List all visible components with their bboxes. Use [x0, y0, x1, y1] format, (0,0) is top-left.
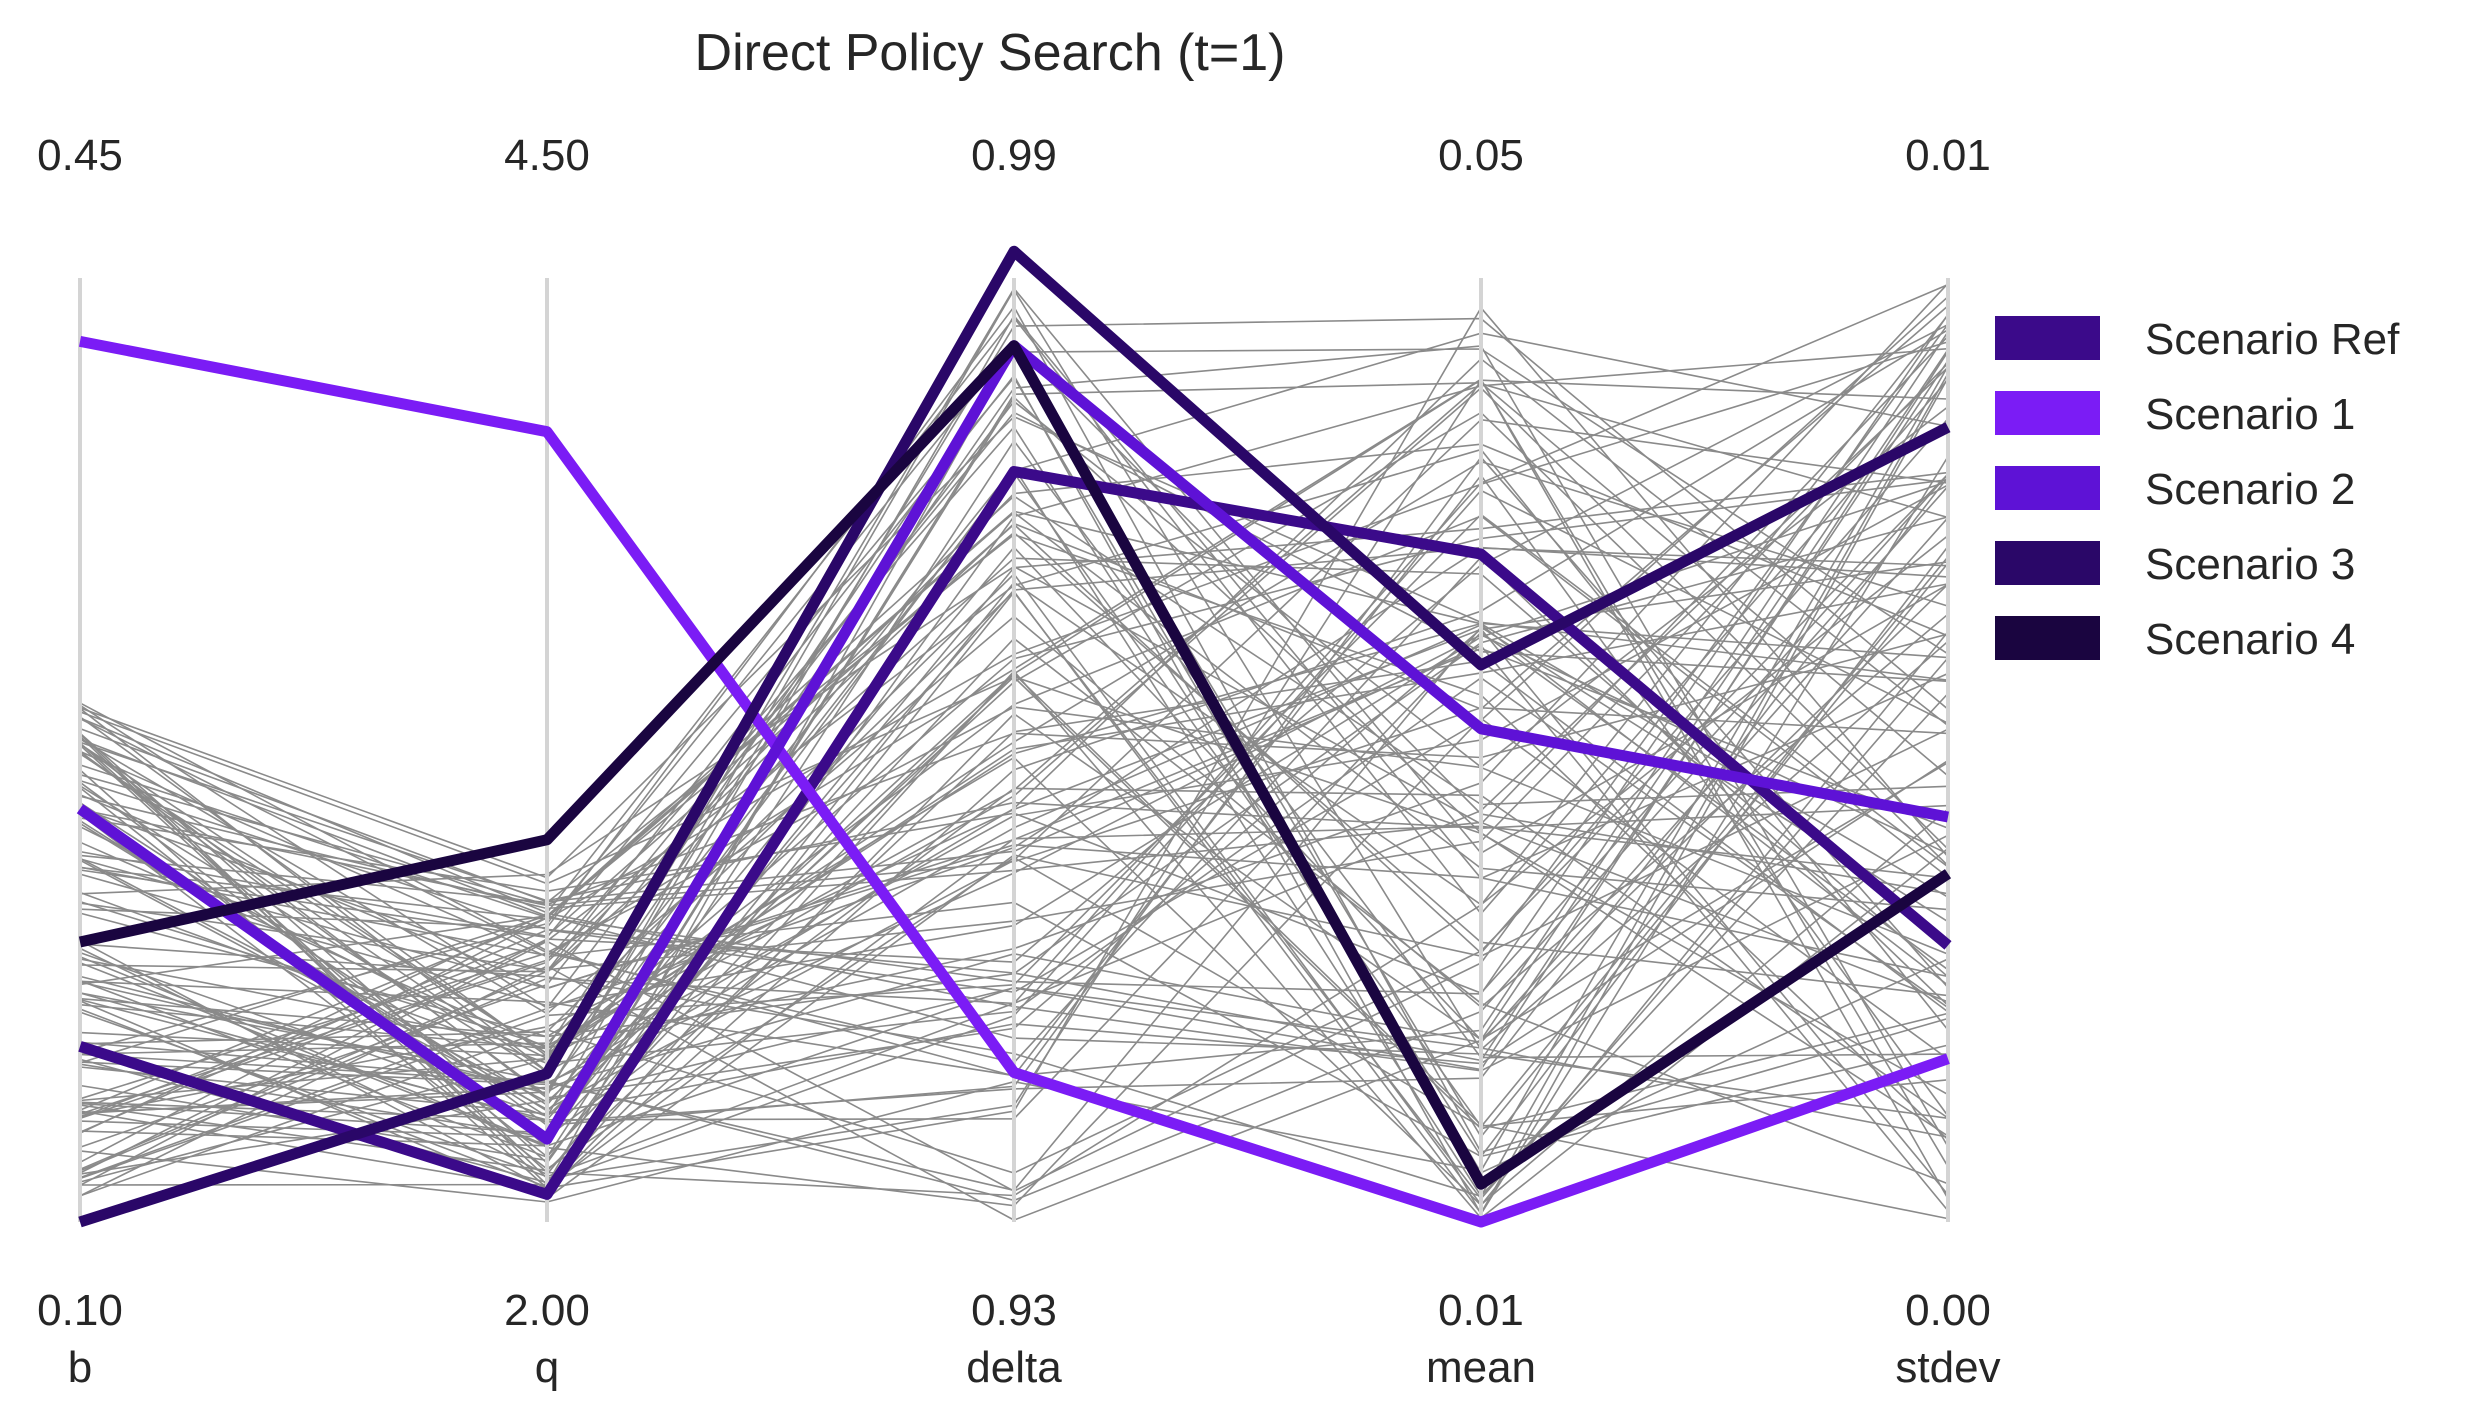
chart-title: Direct Policy Search (t=1) — [695, 24, 1286, 82]
series-line-scenario-1 — [78, 336, 1950, 1228]
legend-swatch — [1995, 316, 2100, 360]
legend-swatch — [1995, 391, 2100, 435]
axis-max-label-b: 0.45 — [37, 131, 123, 180]
legend-label: Scenario 2 — [2145, 465, 2355, 514]
series-line-scenario-4 — [78, 340, 1952, 1190]
axis-min-label-delta: 0.93 — [971, 1286, 1057, 1335]
legend-swatch — [1995, 466, 2100, 510]
legend: Scenario Ref Scenario 1 Scenario 2 Scenario… — [1995, 315, 2400, 664]
highlighted-series — [76, 245, 1952, 1228]
legend-label: Scenario 1 — [2145, 390, 2355, 439]
axis-max-label-stdev: 0.01 — [1905, 131, 1991, 180]
legend-label: Scenario 3 — [2145, 540, 2355, 589]
axis-labels: 0.45 0.10 b 4.50 2.00 q 0.99 0.93 delta 0.05 0.01 m… — [37, 131, 2000, 1392]
axis-name-mean: mean — [1426, 1343, 1536, 1392]
axis-name-b: b — [68, 1343, 92, 1392]
legend-swatch — [1995, 616, 2100, 660]
series-line-scenario-3 — [78, 245, 1951, 1228]
legend-label: Scenario Ref — [2145, 315, 2400, 364]
axis-name-q: q — [535, 1343, 559, 1392]
axis-max-label-delta: 0.99 — [971, 131, 1057, 180]
legend-label: Scenario 4 — [2145, 615, 2355, 664]
axis-max-label-mean: 0.05 — [1438, 131, 1524, 180]
axis-min-label-b: 0.10 — [37, 1286, 123, 1335]
axis-min-label-stdev: 0.00 — [1905, 1286, 1991, 1335]
axis-max-label-q: 4.50 — [504, 131, 590, 180]
axis-name-delta: delta — [966, 1343, 1062, 1392]
axis-min-label-q: 2.00 — [504, 1286, 590, 1335]
legend-swatch — [1995, 541, 2100, 585]
axis-min-label-mean: 0.01 — [1438, 1286, 1524, 1335]
series-line-scenario-ref — [78, 466, 1952, 1200]
axis-name-stdev: stdev — [1895, 1343, 2000, 1392]
